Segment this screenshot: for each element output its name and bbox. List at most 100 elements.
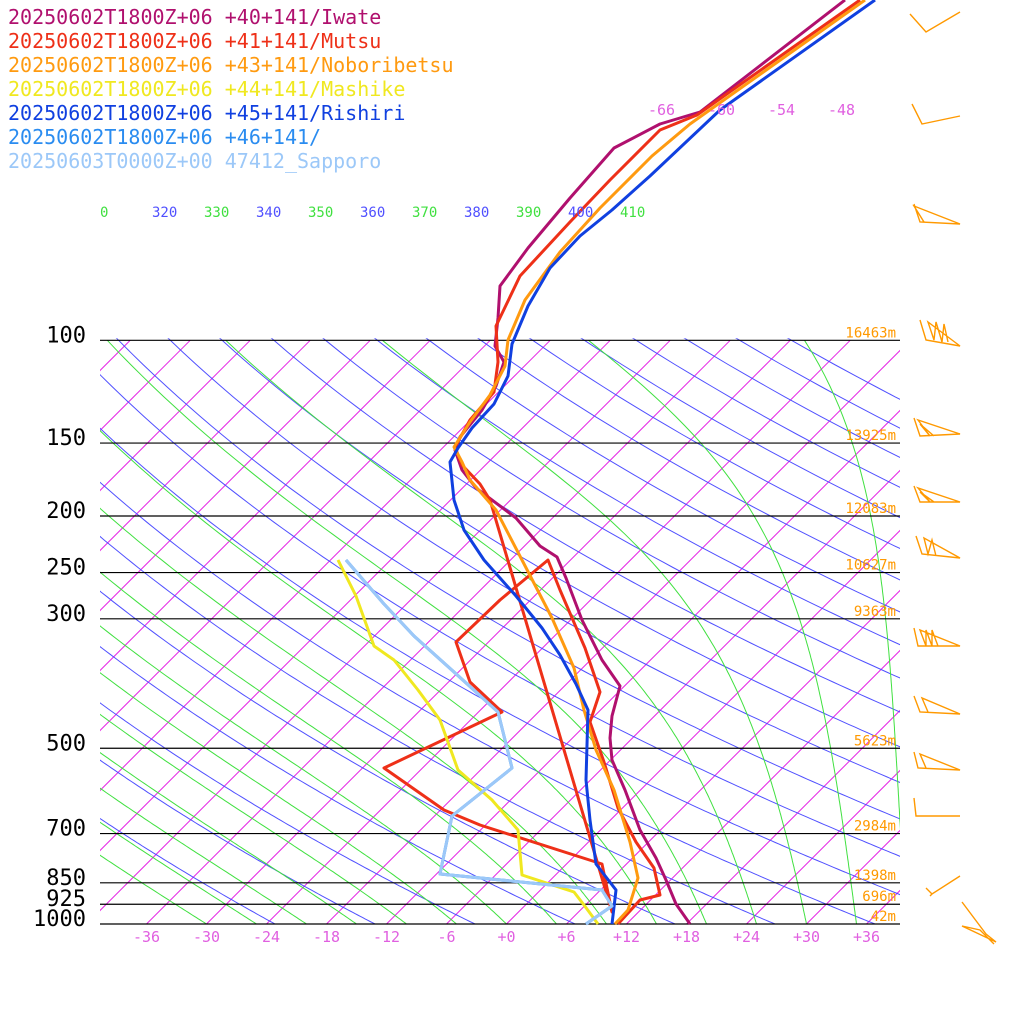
temperature-tick-label: +18 [673, 928, 700, 946]
pressure-label: 925 [46, 887, 86, 912]
profile-line [448, 0, 876, 925]
temperature-tick-label: +36 [853, 928, 880, 946]
profile-line [453, 0, 846, 925]
theta-label: 350 [308, 205, 333, 221]
moist-adiabat-line [106, 339, 707, 924]
wind-barb [913, 695, 961, 715]
wind-barb [961, 901, 997, 945]
temperature-tick-label: -18 [313, 928, 340, 946]
temperature-tick-label: +0 [497, 928, 515, 946]
isotherm-line [206, 339, 791, 924]
height-label: 696m [862, 889, 896, 905]
height-label: 2984m [854, 819, 896, 835]
dry-adiabat-line [787, 338, 900, 400]
dry-adiabat-line [100, 590, 677, 924]
theta-label: 330 [204, 205, 229, 221]
height-label: 12083m [845, 501, 896, 517]
legend: 20250602T1800Z+06 +40+141/Iwate20250602T… [8, 5, 454, 173]
theta-label: 340 [256, 205, 281, 221]
dry-adiabat-line [115, 338, 900, 820]
theta-label: 360 [360, 205, 385, 221]
dry-adiabat-line [167, 338, 900, 783]
profile-line [452, 0, 866, 926]
theta-label: 0 [100, 205, 108, 221]
isotherm-line [100, 339, 491, 732]
wind-barbs [909, 11, 997, 945]
wind-barb [911, 103, 961, 125]
legend-entry: 20250602T1800Z+06 +40+141/Iwate [8, 5, 381, 29]
temperature-tick-label: -36 [133, 928, 160, 946]
profile-lines [336, 0, 876, 926]
wind-barb [909, 11, 961, 33]
height-label: 10627m [845, 558, 896, 574]
wind-barb [913, 751, 961, 771]
axis-labels: 100 16463m 150 13925m 200 12083m 250 10627m 300 9… [33, 101, 896, 946]
wind-barb [915, 535, 961, 559]
isotherm-line [446, 469, 900, 924]
upper-isotherm-label: -54 [768, 101, 795, 119]
isotherm-line [100, 339, 371, 612]
isotherm-line [100, 339, 191, 432]
height-label: 9363m [854, 604, 896, 620]
moist-adiabat-line [100, 429, 657, 924]
dry-adiabat-line [100, 481, 877, 924]
dry-adiabat-line [100, 373, 900, 857]
pressure-label: 200 [46, 499, 86, 524]
theta-label: 410 [620, 205, 645, 221]
dry-adiabat-line [100, 817, 277, 924]
dry-adiabat-line [219, 338, 900, 748]
isotherm-line [100, 339, 611, 852]
moist-adiabat-lines [100, 339, 900, 924]
pressure-label: 1000 [33, 907, 86, 932]
height-label: 16463m [845, 325, 896, 341]
temperature-tick-label: -12 [373, 928, 400, 946]
height-label: 5623m [854, 733, 896, 749]
temperature-tick-label: +30 [793, 928, 820, 946]
theta-label: 400 [568, 205, 593, 221]
temperature-tick-label: -6 [437, 928, 455, 946]
legend-entry: 20250602T1800Z+06 +45+141/Rishiri [8, 101, 405, 125]
dry-adiabat-line [425, 338, 900, 613]
isotherm-line [326, 349, 900, 924]
pressure-label: 850 [46, 866, 86, 891]
isotherm-line [626, 649, 900, 924]
dry-adiabat-line [374, 338, 900, 646]
dry-adiabat-line [100, 702, 477, 924]
dry-adiabat-line [580, 338, 900, 519]
theta-label: 320 [152, 205, 177, 221]
isotherm-line [100, 339, 311, 552]
pressure-label: 300 [46, 602, 86, 627]
wind-barb [913, 797, 960, 817]
upper-isotherm-label: -60 [708, 101, 735, 119]
legend-entry: 20250603T0000Z+00 47412_Sapporo [8, 149, 381, 173]
temperature-tick-label: -24 [253, 928, 280, 946]
isotherm-line [746, 769, 900, 924]
isobar-lines [100, 339, 900, 925]
profile-line [344, 559, 614, 926]
pressure-label: 700 [46, 817, 86, 842]
isotherm-line [0, 340, 10, 924]
height-label: 13925m [845, 428, 896, 444]
dry-adiabat-line [322, 338, 900, 679]
theta-label: 390 [516, 205, 541, 221]
dry-adiabat-line [477, 338, 900, 581]
isotherm-line [506, 529, 900, 924]
wind-barb [913, 485, 961, 503]
wind-barb [919, 319, 961, 347]
dry-adiabat-line [100, 535, 777, 924]
isotherm-line [146, 339, 731, 924]
dry-adiabat-lines [100, 338, 900, 924]
profile-line [336, 559, 600, 925]
isotherm-line [100, 339, 431, 672]
isotherm-line [100, 339, 671, 912]
temperature-tick-label: -30 [193, 928, 220, 946]
isotherm-line [566, 589, 900, 924]
temperature-tick-label: +24 [733, 928, 760, 946]
moist-adiabat-line [225, 339, 757, 924]
wind-barb [912, 203, 961, 225]
legend-entry: 20250602T1800Z+06 +41+141/Mutsu [8, 29, 381, 53]
legend-entry: 20250602T1800Z+06 +44+141/Mashike [8, 77, 405, 101]
height-label: 1398m [854, 868, 896, 884]
wind-barb [913, 627, 961, 647]
